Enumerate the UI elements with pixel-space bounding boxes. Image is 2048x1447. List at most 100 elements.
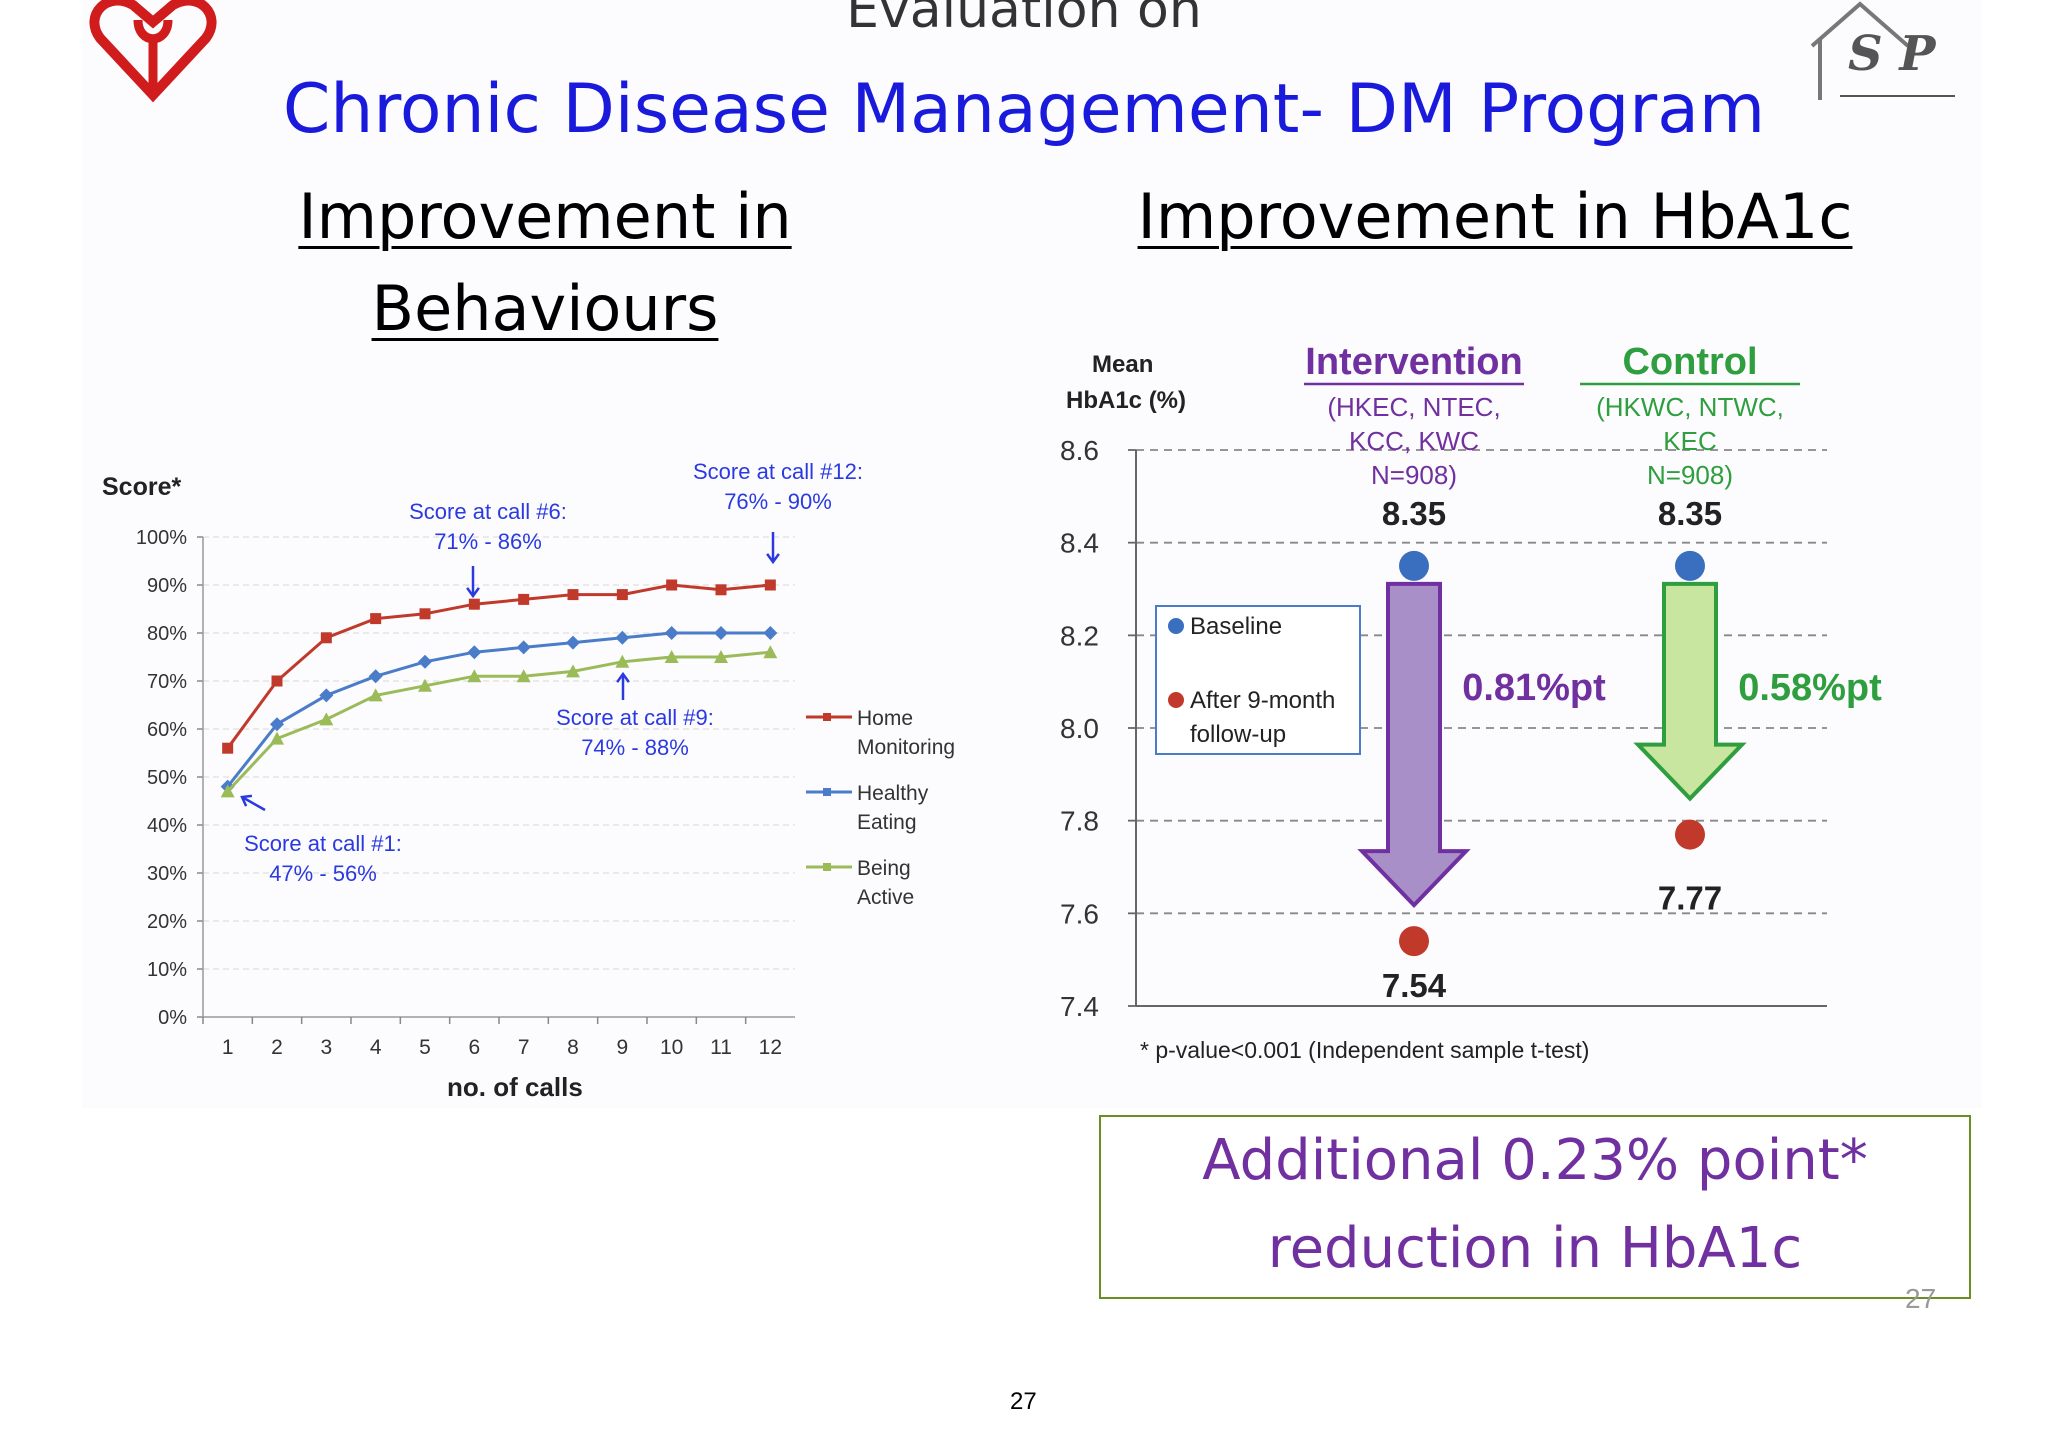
house-outline-icon (1810, 1, 1955, 100)
reduction-arrow (1633, 581, 1747, 802)
legend-label-line1: Being (857, 857, 911, 880)
series-point (220, 784, 235, 798)
left-chart-xtick-label: 7 (518, 1036, 530, 1059)
series-point (516, 640, 531, 655)
group-desc-line2: KEC (1663, 426, 1716, 456)
series-point (715, 584, 727, 596)
right-chart-ytick-label: 7.4 (1060, 991, 1099, 1022)
heart-logo-icon (89, 0, 217, 103)
annotation-line2: 76% - 90% (724, 489, 832, 514)
legend-followup-label-line1: After 9-month (1190, 687, 1335, 714)
sp-logo: S P (1800, 0, 1960, 110)
left-chart-xtick-label: 2 (271, 1036, 283, 1059)
series-point (319, 712, 334, 726)
series-point (616, 589, 628, 601)
annotation-line1: Score at call #1: (244, 831, 402, 856)
left-chart-xtick-label: 5 (419, 1036, 431, 1059)
baseline-value-label: 8.35 (1658, 495, 1722, 532)
right-subtitle: Improvement in HbA1c (1137, 180, 1853, 253)
page-title-line2: Chronic Disease Management- DM Program (282, 70, 1766, 149)
series-point (764, 579, 776, 591)
series-point (615, 654, 630, 668)
hba1c-chart: Mean HbA1c (%) 7.4 7.6 7.8 8.0 8.2 8.4 8.6 Int… (1060, 341, 1882, 1063)
right-chart-legend-box (1155, 605, 1361, 755)
footer-page-number: 27 (1010, 1388, 1037, 1415)
annotation-arrowhead (240, 794, 253, 807)
series-point (714, 626, 728, 640)
annotation-arrow (241, 795, 266, 812)
followup-marker (1399, 926, 1429, 957)
summary-note-box: Additional 0.23% point* reduction in HbA… (1099, 1115, 1971, 1299)
legend-followup-label-line2: follow-up (1190, 721, 1286, 748)
series-point (566, 635, 580, 650)
series-point (270, 731, 284, 745)
series-point (763, 626, 778, 640)
series-point (419, 608, 431, 620)
left-chart-ytick-label: 10% (147, 959, 187, 981)
group-desc-line3: N=908) (1371, 460, 1457, 490)
left-chart-xtick-label: 8 (567, 1036, 579, 1059)
right-chart-ytick-label: 7.6 (1060, 898, 1099, 929)
group-title: Intervention (1305, 341, 1522, 383)
legend-label-line1: Healthy (857, 782, 929, 805)
slide-background (82, 0, 1982, 1108)
series-point (319, 688, 334, 703)
baseline-marker (1675, 550, 1705, 581)
change-label: 0.81%pt (1462, 667, 1606, 709)
left-chart-xlabel: no. of calls (447, 1072, 583, 1102)
sp-logo-text: S P (1848, 26, 1936, 82)
left-chart-xtick-label: 11 (710, 1036, 732, 1059)
left-chart-xtick-label: 3 (320, 1036, 332, 1059)
legend-followup-marker (1168, 692, 1184, 708)
group-desc-line2: KCC, KWC (1349, 426, 1479, 456)
legend-baseline-marker (1168, 618, 1184, 634)
right-chart-ytick-label: 8.2 (1060, 620, 1099, 651)
series-line-home (226, 583, 771, 750)
series-point (270, 717, 284, 732)
legend-swatch-marker (823, 713, 831, 721)
legend-baseline-label: Baseline (1190, 613, 1282, 640)
legend-label-line2: Eating (857, 811, 917, 834)
series-point (664, 626, 679, 640)
right-chart-footnote: * p-value<0.001 (Independent sample t-te… (1140, 1037, 1589, 1063)
left-subtitle-line2: Behaviours (371, 272, 719, 345)
series-point (467, 645, 482, 660)
series-point (468, 598, 480, 610)
left-chart-ytick-label: 70% (147, 671, 187, 693)
right-chart-ytick-label: 7.8 (1060, 806, 1099, 837)
summary-note-line1: Additional 0.23% point* (1202, 1128, 1868, 1193)
series-point (418, 654, 432, 669)
annotation-line1: Score at call #12: (693, 459, 863, 484)
legend-swatch-marker (823, 863, 831, 871)
right-chart-ytick-label: 8.0 (1060, 713, 1099, 744)
followup-marker (1675, 819, 1705, 850)
group-desc-line1: (HKWC, NTWC, (1596, 392, 1784, 422)
series-point (467, 669, 482, 683)
left-chart-ytick-label: 30% (147, 863, 187, 885)
series-point (567, 589, 579, 601)
behaviour-line-chart: Score* 0% 10% 20% 30% 40% 50% 60% 70% 80% 90% 100%… (102, 459, 955, 1102)
series-line-healthy (226, 631, 771, 788)
legend-label-line2: Monitoring (857, 736, 955, 759)
series-point (368, 669, 383, 684)
group-desc-line1: (HKEC, NTEC, (1327, 392, 1500, 422)
left-chart-xtick-label: 4 (370, 1036, 382, 1059)
series-point (664, 650, 679, 663)
annotation-line2: 74% - 88% (581, 735, 689, 760)
left-chart-xtick-label: 9 (616, 1036, 628, 1059)
left-chart-ytick-label: 60% (147, 719, 187, 741)
series-point (271, 675, 283, 687)
series-point (566, 664, 580, 678)
slide-page-number: 27 (1905, 1283, 1937, 1314)
series-point (518, 593, 530, 605)
group-title: Control (1622, 341, 1757, 383)
left-chart-xtick-label: 12 (759, 1036, 782, 1059)
left-chart-ytick-label: 50% (147, 767, 187, 789)
series-point (666, 579, 678, 591)
legend-swatch-marker (823, 788, 831, 796)
annotation-arrowhead (766, 553, 780, 565)
left-chart-ytick-label: 20% (147, 911, 187, 933)
left-chart-ytick-label: 100% (136, 527, 187, 549)
right-chart-ytick-label: 8.6 (1060, 435, 1099, 466)
legend-label-line1: Home (857, 707, 913, 730)
